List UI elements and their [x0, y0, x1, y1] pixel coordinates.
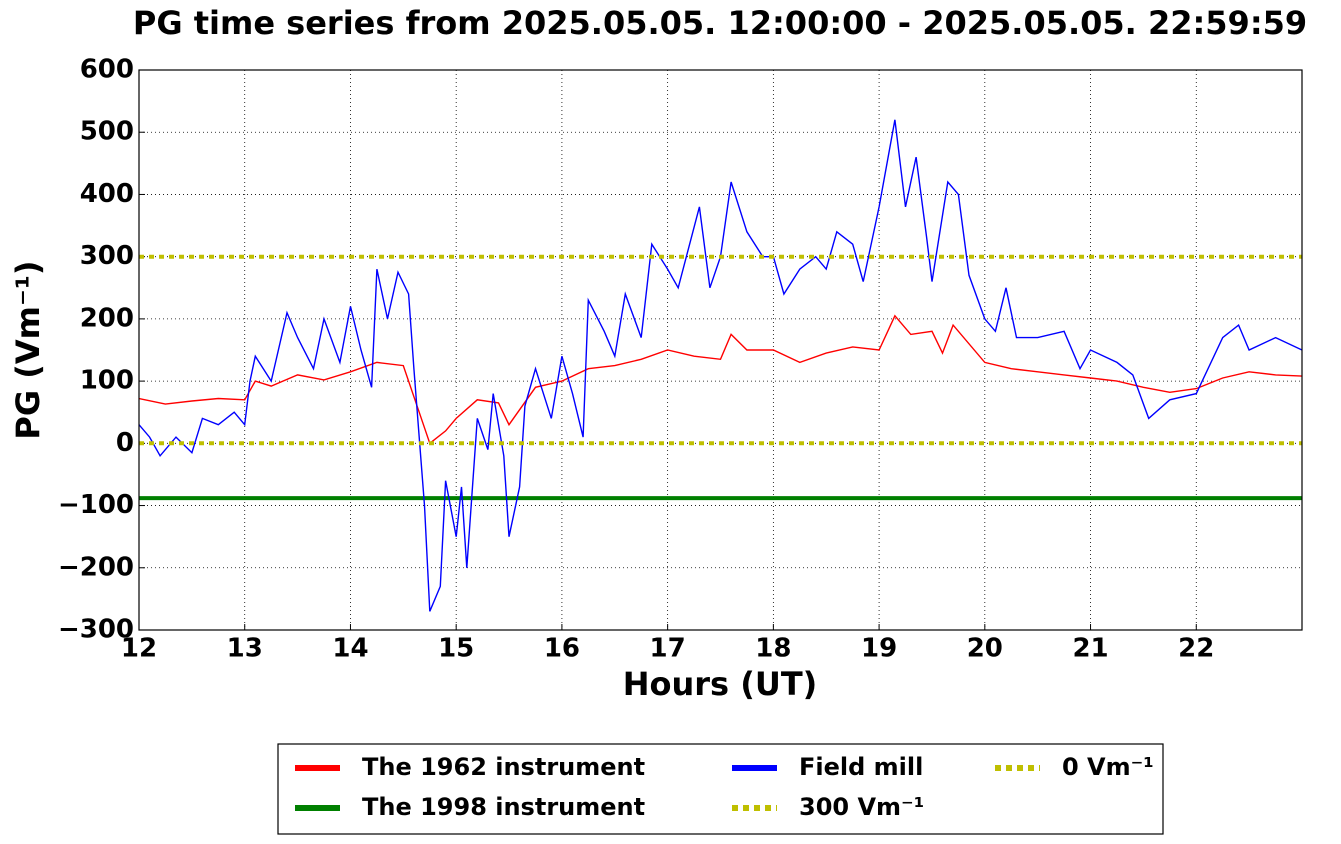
y-tick-label: 0: [116, 428, 134, 458]
y-tick-label: 600: [80, 55, 134, 85]
legend-label: 300 Vm⁻¹: [799, 793, 924, 821]
y-tick-label: 200: [80, 303, 134, 333]
x-tick-label: 12: [121, 634, 157, 664]
legend-label: Field mill: [799, 753, 923, 781]
legend-label: The 1962 instrument: [362, 753, 645, 781]
y-tick-label: 100: [80, 366, 134, 396]
y-axis-label: PG (Vm⁻¹): [9, 260, 47, 439]
y-tick-label: −100: [58, 490, 134, 520]
y-tick-label: −300: [58, 615, 134, 645]
x-tick-label: 16: [544, 634, 580, 664]
series-line: [139, 119, 1302, 612]
x-tick-label: 17: [650, 634, 686, 664]
x-tick-label: 20: [967, 634, 1003, 664]
plot-frame: [138, 69, 1303, 631]
y-tick-label: −200: [58, 552, 134, 582]
chart-title: PG time series from 2025.05.05. 12:00:00…: [133, 4, 1307, 42]
x-tick-label: 18: [755, 634, 791, 664]
x-tick-label: 21: [1072, 634, 1108, 664]
y-tick-label: 400: [80, 179, 134, 209]
x-axis-label: Hours (UT): [623, 665, 818, 703]
y-tick-label: 500: [80, 117, 134, 147]
series-line: [139, 314, 1302, 445]
x-tick-label: 15: [438, 634, 474, 664]
x-tick-label: 14: [332, 634, 368, 664]
x-tick-label: 22: [1178, 634, 1214, 664]
legend-label: The 1998 instrument: [362, 793, 645, 821]
y-tick-label: 300: [80, 241, 134, 271]
x-tick-label: 13: [227, 634, 263, 664]
legend-label: 0 Vm⁻¹: [1062, 753, 1154, 781]
legend-box: [277, 743, 1164, 835]
x-tick-label: 19: [861, 634, 897, 664]
